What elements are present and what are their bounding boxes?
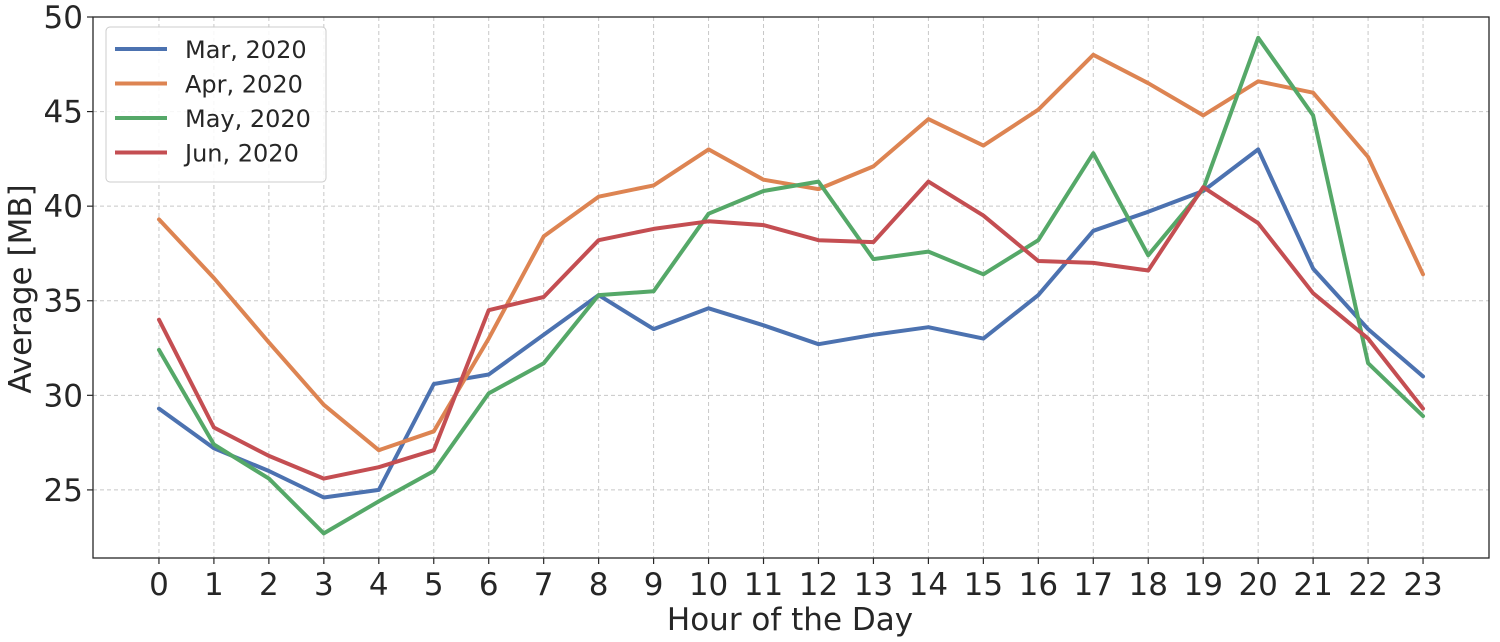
x-tick-label: 6 xyxy=(479,567,499,603)
x-tick-label: 23 xyxy=(1403,567,1442,603)
x-tick-label: 5 xyxy=(424,567,444,603)
series-line-2 xyxy=(157,52,1425,453)
x-tick-label: 18 xyxy=(1129,567,1168,603)
y-tick-label: 25 xyxy=(44,473,83,509)
x-tick-label: 13 xyxy=(854,567,893,603)
legend-box xyxy=(105,26,327,183)
y-axis-ticks: 25 30 35 40 45 50 xyxy=(44,0,93,509)
legend-label: Jun, 2020 xyxy=(183,140,299,168)
x-axis-ticks: 0 1 2 3 4 5 6 7 8 9 10 11 12 13 14 15 16 17 18 19 20 21 22 23 xyxy=(149,558,1443,603)
x-tick-label: 1 xyxy=(204,567,224,603)
legend-label: May, 2020 xyxy=(185,105,311,133)
x-tick-label: 22 xyxy=(1348,567,1387,603)
plot-frame xyxy=(92,16,1490,559)
x-tick-label: 14 xyxy=(909,567,948,603)
y-tick-label: 40 xyxy=(44,189,83,225)
y-tick-label: 30 xyxy=(44,378,83,414)
y-axis-label: Average [MB] xyxy=(3,184,39,393)
x-tick-label: 10 xyxy=(689,567,728,603)
legend-label: Apr, 2020 xyxy=(185,71,303,99)
y-tick-label: 35 xyxy=(44,284,83,320)
y-tick-label: 50 xyxy=(44,0,83,36)
x-tick-label: 15 xyxy=(964,567,1003,603)
legend: Mar, 2020 Apr, 2020 May, 2020 Jun, 2020 xyxy=(105,26,327,183)
grid xyxy=(93,16,1489,558)
x-tick-label: 11 xyxy=(744,567,783,603)
series-line-1 xyxy=(157,147,1425,500)
x-tick-label: 19 xyxy=(1183,567,1222,603)
x-tick-label: 16 xyxy=(1019,567,1058,603)
x-tick-label: 2 xyxy=(259,567,279,603)
x-tick-label: 0 xyxy=(149,567,169,603)
x-tick-label: 4 xyxy=(369,567,389,603)
x-tick-label: 12 xyxy=(799,567,838,603)
series-line-4 xyxy=(157,179,1425,481)
series-line-3 xyxy=(157,35,1425,536)
x-tick-label: 20 xyxy=(1238,567,1277,603)
x-tick-label: 8 xyxy=(589,567,609,603)
series-lines xyxy=(157,35,1425,536)
x-tick-label: 9 xyxy=(644,567,664,603)
x-tick-label: 17 xyxy=(1074,567,1113,603)
x-tick-label: 7 xyxy=(534,567,554,603)
x-tick-label: 21 xyxy=(1293,567,1332,603)
x-tick-label: 3 xyxy=(314,567,334,603)
legend-label: Mar, 2020 xyxy=(185,36,307,64)
y-tick-label: 45 xyxy=(44,95,83,131)
x-axis-label: Hour of the Day xyxy=(667,602,913,638)
